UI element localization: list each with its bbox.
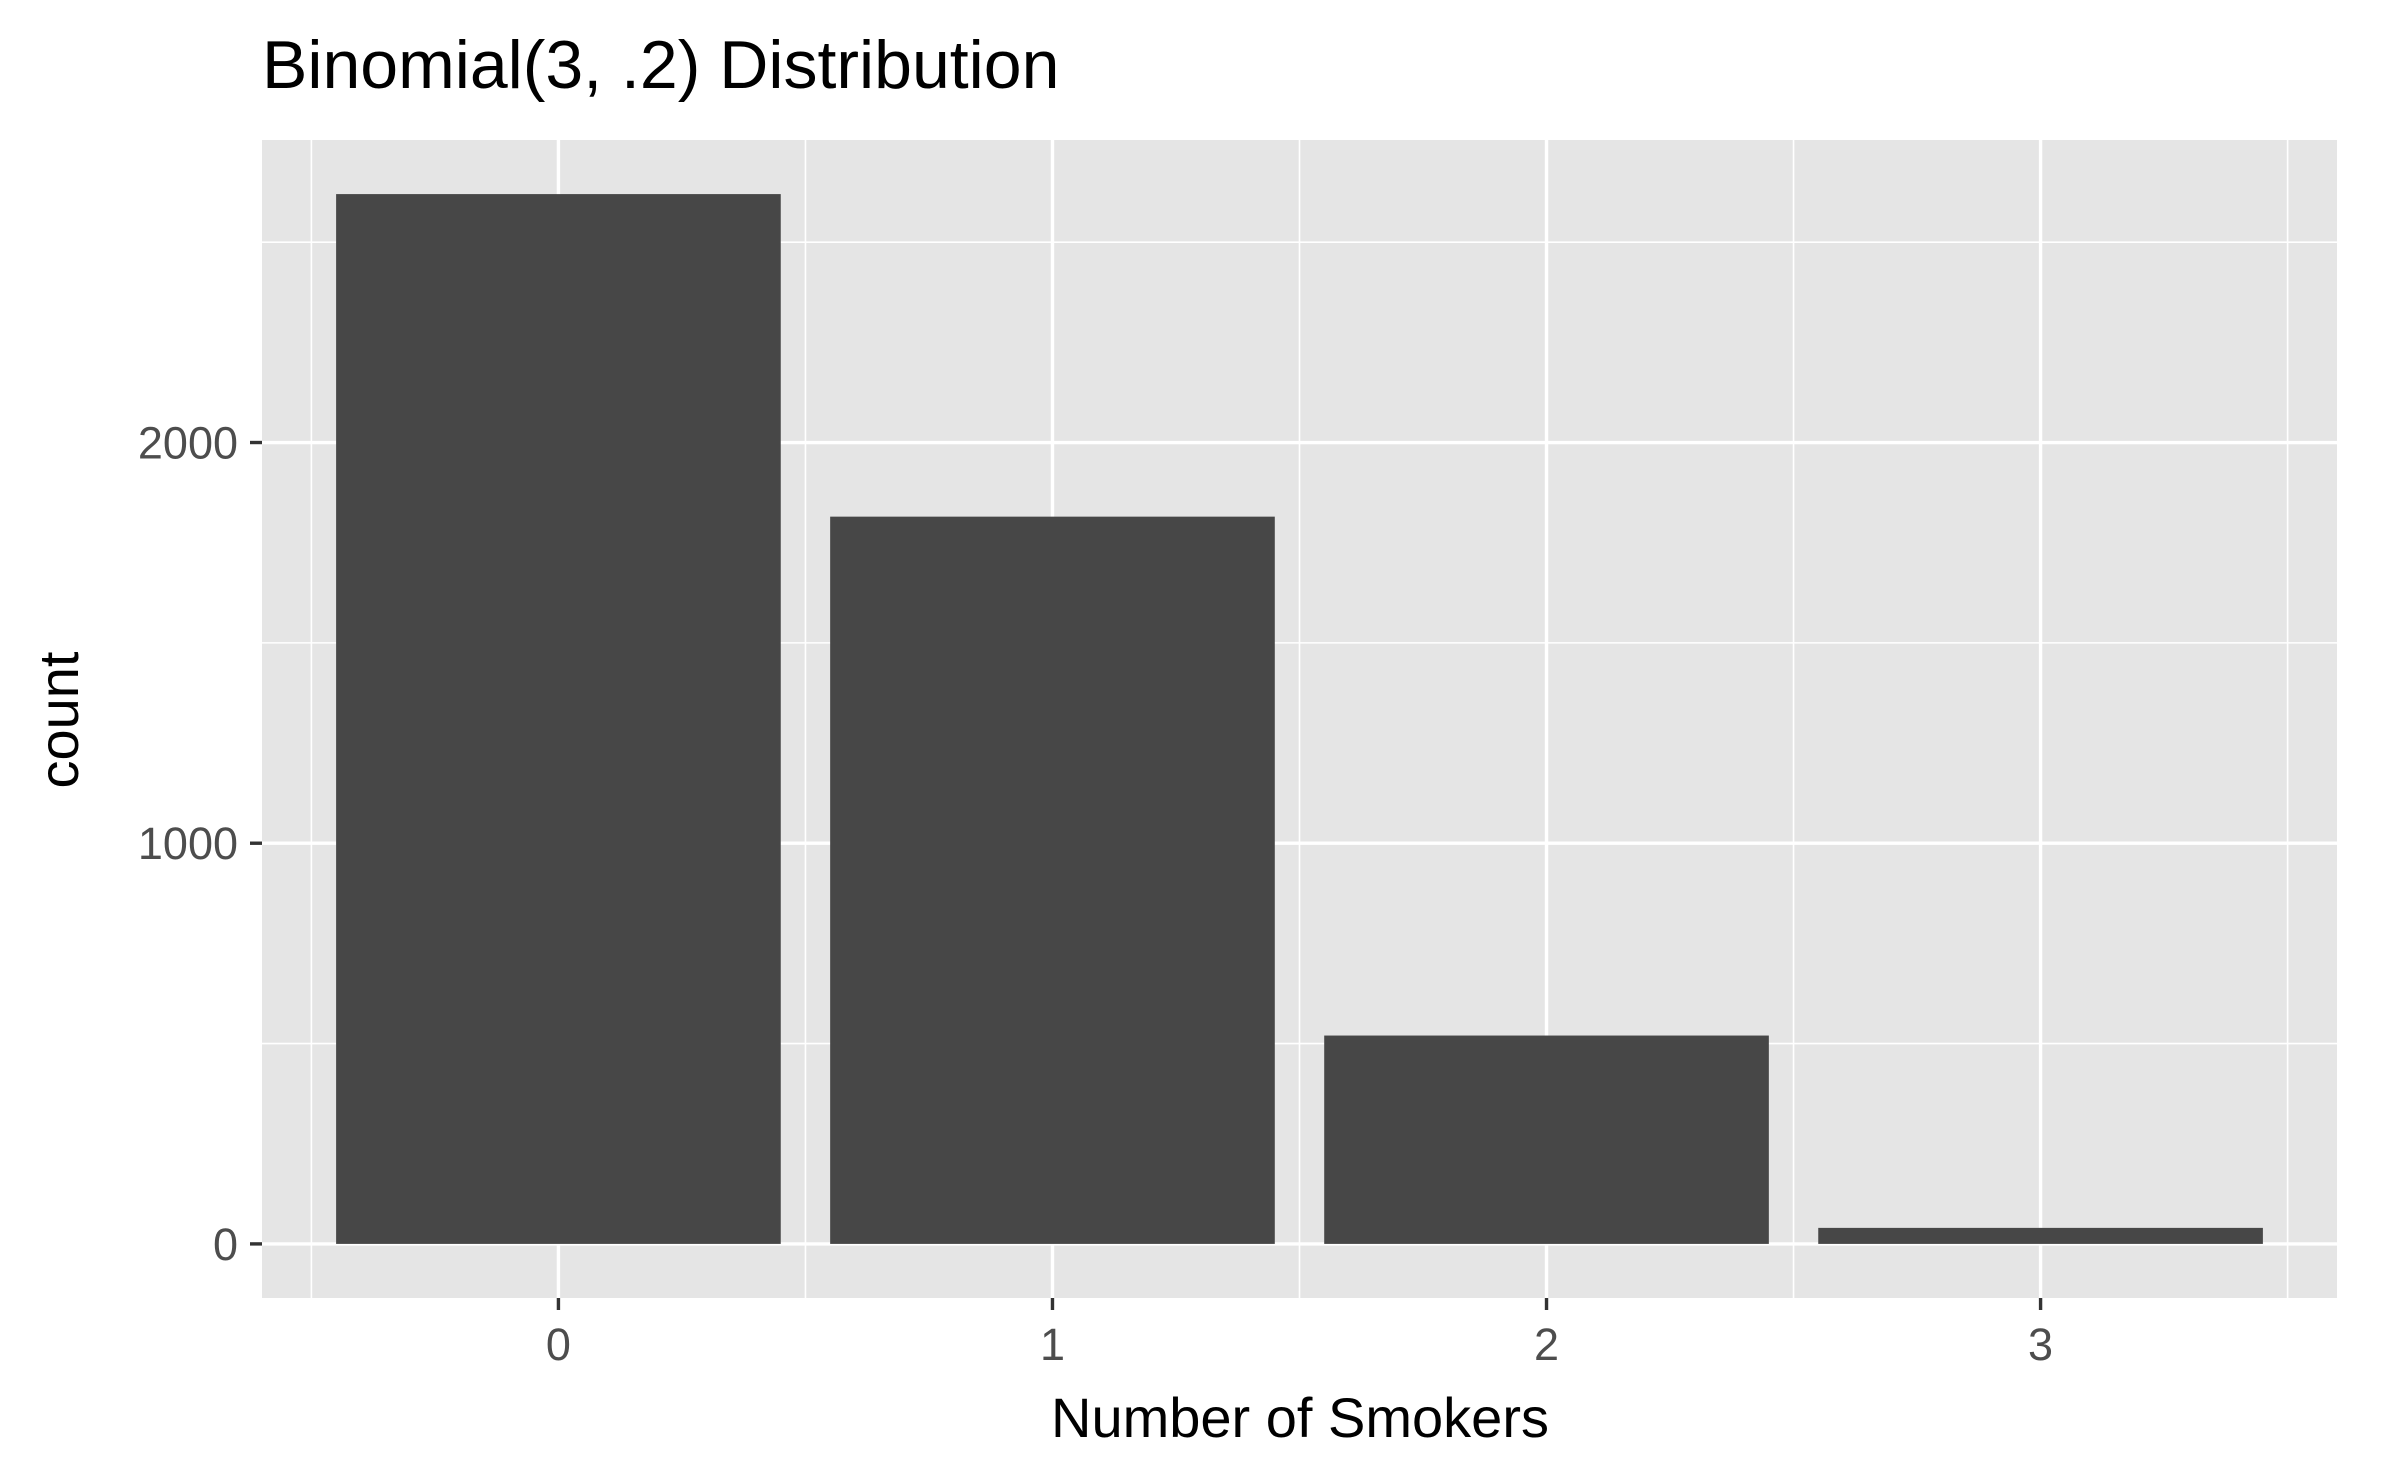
y-tick-label: 2000 — [138, 418, 238, 469]
x-axis-title: Number of Smokers — [1051, 1386, 1549, 1449]
y-axis-ticks: 0 1000 2000 — [138, 418, 262, 1270]
x-axis-ticks: 0 1 2 3 — [546, 1298, 2053, 1370]
y-tick-label: 0 — [213, 1219, 238, 1270]
bars — [336, 194, 2263, 1244]
x-tick-label: 2 — [1534, 1319, 1559, 1370]
y-axis-title: count — [27, 651, 90, 788]
x-tick-label: 0 — [546, 1319, 571, 1370]
chart-title: Binomial(3, .2) Distribution — [262, 27, 1059, 103]
x-tick-label: 1 — [1040, 1319, 1065, 1370]
bar-1 — [830, 516, 1275, 1244]
bar-0 — [336, 194, 781, 1244]
x-tick-label: 3 — [2028, 1319, 2053, 1370]
bar-3 — [1818, 1227, 2263, 1244]
bar-2 — [1324, 1035, 1769, 1244]
y-tick-label: 1000 — [138, 818, 238, 869]
